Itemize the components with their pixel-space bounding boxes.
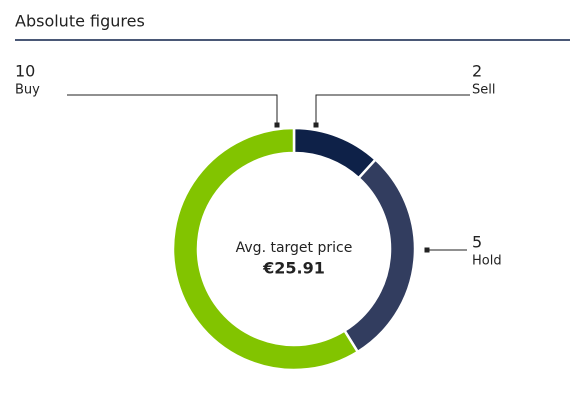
center-label: Avg. target price <box>236 240 353 256</box>
leader-line <box>315 94 470 125</box>
value-label: 10 <box>15 62 35 81</box>
donut-segment <box>292 126 378 180</box>
leader-dot <box>274 122 280 128</box>
chart-title: Absolute figures <box>15 12 145 31</box>
donut-segment <box>171 126 360 372</box>
category-label: Buy <box>15 83 40 98</box>
donut-segment <box>342 157 417 354</box>
category-label: Sell <box>472 83 495 98</box>
value-label: 2 <box>472 62 482 81</box>
leader-dot <box>313 122 319 128</box>
value-label: 5 <box>472 233 482 252</box>
center-value: €25.91 <box>262 259 325 278</box>
leader-dot <box>424 247 430 253</box>
category-label: Hold <box>472 254 502 269</box>
leader-line <box>67 94 278 125</box>
